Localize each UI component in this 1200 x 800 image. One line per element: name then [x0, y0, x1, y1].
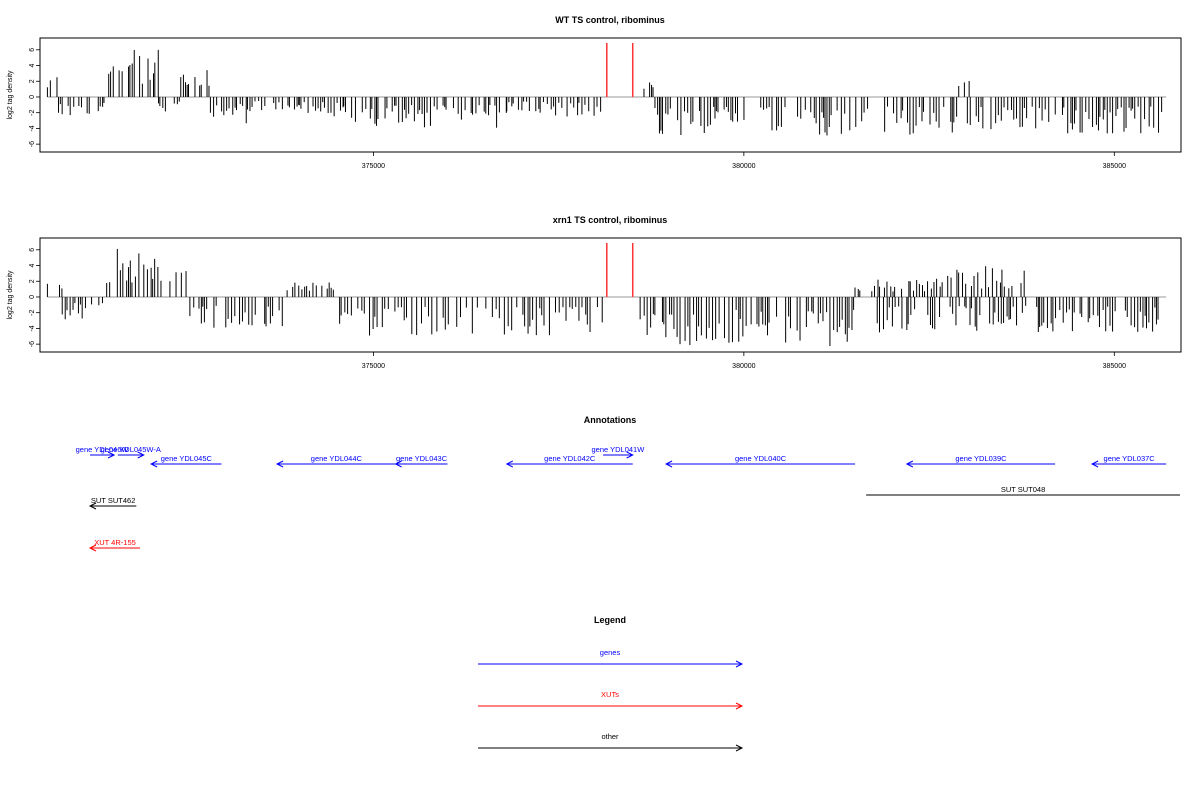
y-tick-label: -4 [29, 125, 36, 131]
y-tick-label: 4 [29, 63, 36, 67]
legend-items: genes XUTs other [478, 648, 744, 752]
xrn1-highlight-lines [606, 243, 634, 297]
annotation-feature: gene YDL044C [275, 454, 396, 468]
arrow-head [505, 460, 513, 468]
feature-label: gene YDL046W [76, 445, 130, 454]
legend: Legend genes XUTs other [478, 615, 744, 752]
arrow-head [1090, 460, 1099, 468]
y-tick-label: -6 [29, 341, 36, 347]
annotation-feature: SUT SUT462 [88, 496, 137, 510]
arrow-head [905, 460, 914, 468]
feature-label: gene YDL037C [1104, 454, 1156, 463]
feature-label: gene YDL045C [161, 454, 213, 463]
wt-highlight-lines [606, 43, 634, 97]
annotation-feature: gene YDL041W [591, 445, 645, 459]
annotation-feature: gene YDL039C [905, 454, 1056, 468]
annotation-feature: gene YDL043C [394, 454, 448, 468]
feature-label: gene YDL042C [544, 454, 596, 463]
feature-label: SUT SUT462 [91, 496, 135, 505]
annotations-title: Annotations [584, 415, 637, 425]
x-tick-label: 380000 [732, 363, 755, 370]
annotation-feature: gene YDL046W [76, 445, 130, 459]
arrow-head [137, 451, 145, 459]
y-tick-label: -2 [29, 309, 36, 315]
annotation-feature: gene YDL040C [664, 454, 855, 468]
annotation-feature: gene YDL037C [1090, 454, 1167, 468]
feature-label: SUT SUT048 [1001, 485, 1045, 494]
wt-y-axis: 6 4 2 0 -2 -4 -6 [29, 48, 40, 147]
y-tick-label: 6 [29, 248, 36, 252]
feature-label: gene YDL045W-A [101, 445, 161, 454]
wt-y-axis-label: log2 tag density [7, 70, 14, 120]
y-tick-label: 6 [29, 48, 36, 52]
feature-label: gene YDL044C [311, 454, 363, 463]
y-tick-label: -6 [29, 141, 36, 147]
wt-track-panel: WT TS control, ribominus log2 tag densit… [7, 15, 1182, 170]
y-tick-label: -2 [29, 109, 36, 115]
arrow-head [88, 502, 97, 510]
arrow-head [88, 544, 97, 552]
xrn1-plot-frame [39, 237, 1182, 353]
feature-label: gene YDL040C [735, 454, 787, 463]
arrow-head [394, 460, 402, 468]
xrn1-y-axis: 6 4 2 0 -2 -4 -6 [29, 248, 40, 347]
xrn1-y-axis-label: log2 tag density [7, 270, 14, 320]
legend-item: genes [478, 648, 744, 668]
x-tick-label: 375000 [362, 363, 385, 370]
xrn1-x-axis: 375000 380000 385000 [362, 352, 1126, 370]
legend-arrow [735, 744, 744, 752]
legend-item: XUTs [478, 690, 744, 710]
annotation-feature: gene YDL045W-A [101, 445, 161, 459]
feature-label: XUT 4R-155 [94, 538, 136, 547]
wt-x-axis: 375000 380000 385000 [362, 152, 1126, 170]
x-tick-label: 380000 [732, 163, 755, 170]
x-tick-label: 375000 [362, 163, 385, 170]
arrow-head [107, 451, 116, 459]
y-tick-label: 0 [29, 95, 36, 99]
feature-label: gene YDL041W [591, 445, 645, 454]
wt-track-title: WT TS control, ribominus [555, 15, 665, 25]
annotation-feature: gene YDL045C [150, 454, 222, 468]
xrn1-density-bars [46, 248, 1167, 347]
xrn1-track-panel: xrn1 TS control, ribominus log2 tag dens… [7, 215, 1182, 370]
wt-plot-frame [39, 37, 1182, 153]
legend-title: Legend [594, 615, 626, 625]
annotation-feature: SUT SUT048 [866, 485, 1180, 496]
annotation-feature: XUT 4R-155 [88, 538, 141, 552]
x-tick-label: 385000 [1103, 163, 1126, 170]
y-tick-label: -4 [29, 325, 36, 331]
y-tick-label: 2 [29, 79, 36, 83]
legend-label: XUTs [601, 690, 619, 699]
y-tick-label: 4 [29, 263, 36, 267]
feature-label: gene YDL043C [396, 454, 448, 463]
arrow-head [275, 460, 284, 468]
y-tick-label: 0 [29, 295, 36, 299]
legend-arrow [735, 660, 744, 668]
xrn1-track-title: xrn1 TS control, ribominus [553, 215, 668, 225]
arrow-head [626, 451, 634, 459]
wt-density-bars [46, 49, 1167, 136]
legend-label: other [601, 732, 619, 741]
arrow-head [150, 460, 158, 468]
arrow-head [664, 460, 673, 468]
legend-label: genes [600, 648, 621, 657]
legend-item: other [478, 732, 744, 752]
x-tick-label: 385000 [1103, 363, 1126, 370]
feature-label: gene YDL039C [955, 454, 1007, 463]
legend-arrow [735, 702, 744, 710]
annotation-feature: gene YDL042C [505, 454, 633, 468]
y-tick-label: 2 [29, 279, 36, 283]
